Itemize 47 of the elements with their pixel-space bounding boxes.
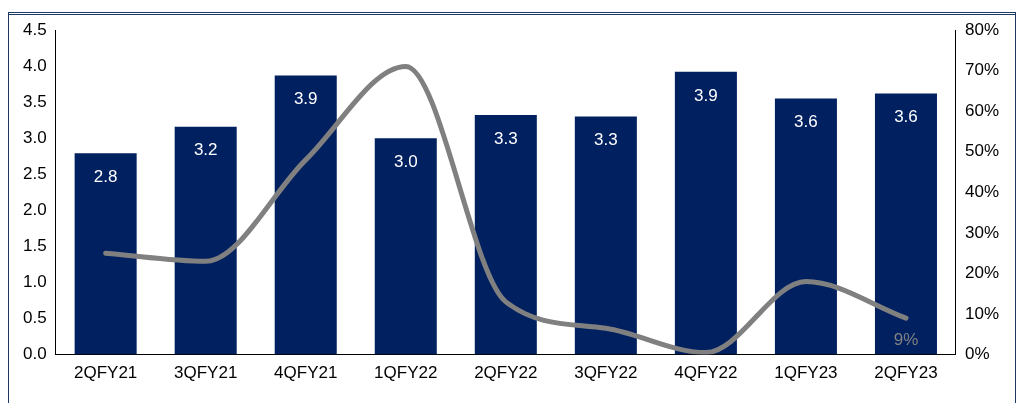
y-tick-label: 4.0 [22,55,47,75]
data-label: 3.9 [694,85,718,105]
y2-tick-label: 30% [964,222,1000,242]
data-label: 2.8 [93,167,118,187]
y2-tick-label: 80% [964,19,1000,39]
bar [874,93,937,355]
x-tick-label: 3QFY22 [574,363,638,383]
y2-tick-label: 0% [964,344,990,364]
y2-tick-label: 50% [964,141,1000,161]
y-tick-label: 4.5 [22,19,47,39]
y-tick-label: 2.5 [22,163,47,183]
x-tick-label: 1QFY23 [774,363,838,383]
y-tick-label: 3.5 [22,91,47,111]
x-tick-label: 4QFY21 [274,363,338,383]
bar [74,153,137,355]
y2-tick-label: 70% [964,60,1000,80]
bar [574,116,637,355]
bar [274,75,337,355]
y2-tick-label: 40% [964,181,1000,201]
x-tick-label: 2QFY22 [474,363,538,383]
y-tick-label: 3.0 [22,127,47,147]
y-tick-label: 1.5 [22,236,47,256]
bar [174,126,237,355]
data-label: 3.0 [393,151,418,171]
data-label: 3.3 [493,128,518,148]
y-tick-label: 1.0 [22,272,47,292]
x-tick-label: 3QFY21 [174,363,238,383]
bar [474,115,537,355]
data-label: 3.3 [594,130,618,150]
x-tick-label: 2QFY23 [874,363,938,383]
y2-tick-label: 20% [964,263,1000,283]
bar [674,71,737,355]
bar [774,98,837,355]
y-tick-label: 0.0 [22,344,47,364]
y-tick-label: 0.5 [22,308,47,328]
data-label: 3.6 [894,107,918,127]
x-tick-label: 1QFY22 [374,363,438,383]
y2-tick-label: 60% [964,100,1000,120]
data-label: 9% [893,329,919,349]
data-label: 3.2 [193,140,218,160]
data-label: 3.9 [293,89,318,109]
y-tick-label: 2.0 [22,200,47,220]
x-tick-label: 4QFY22 [674,363,738,383]
data-label: 3.6 [794,112,818,132]
y2-tick-label: 10% [964,303,1000,323]
bar [374,138,437,355]
x-tick-label: 2QFY21 [74,363,138,383]
